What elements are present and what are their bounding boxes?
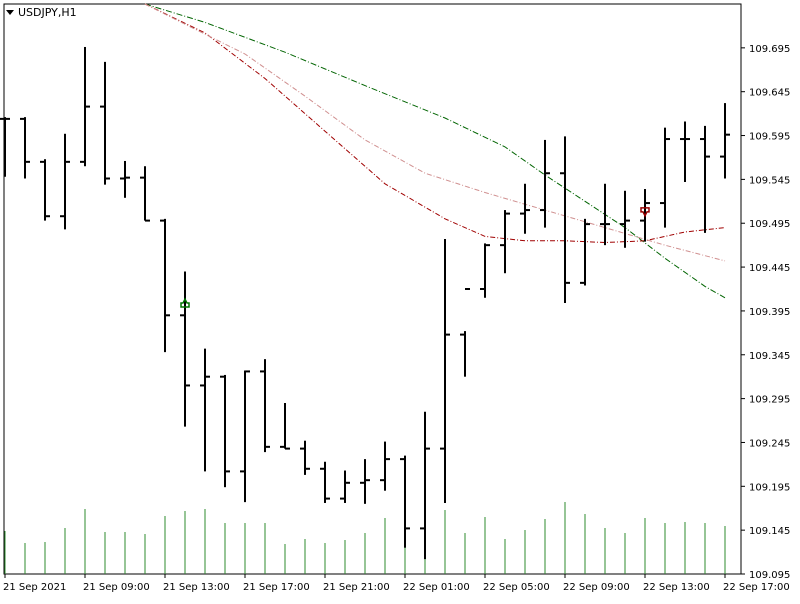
chart-title: USDJPY,H1: [18, 6, 77, 19]
price-tick-label: 109.695: [749, 44, 790, 55]
ohlc-bar: [280, 403, 290, 450]
ohlc-bar: [500, 210, 510, 274]
price-tick-label: 109.095: [749, 570, 790, 581]
ohlc-bar: [300, 440, 310, 475]
plot-frame: [3, 3, 742, 575]
price-tick-label: 109.495: [749, 219, 790, 230]
price-tick-label: 109.295: [749, 395, 790, 406]
ohlc-bars: [0, 46, 730, 560]
ohlc-bar: [100, 61, 110, 185]
price-axis: 109.695 109.645 109.595 109.545 109.495 109.4…: [741, 44, 790, 581]
ma-line-green: [144, 3, 726, 299]
ohlc-bar: [160, 218, 170, 353]
moving-averages: [144, 3, 726, 299]
ohlc-bar: [420, 411, 430, 560]
ohlc-bar: [380, 441, 390, 491]
ohlc-bar: [660, 127, 670, 228]
ohlc-bar: [580, 218, 590, 286]
ohlc-bar: [600, 183, 610, 246]
time-tick-label: 22 Sep 17:00: [723, 582, 790, 593]
symbol-header[interactable]: USDJPY,H1: [6, 6, 77, 19]
time-tick-label: 22 Sep 05:00: [483, 582, 550, 593]
ohlc-bar: [40, 159, 50, 221]
price-tick-label: 109.145: [749, 526, 790, 537]
ohlc-bar: [400, 455, 410, 548]
ohlc-bar: [120, 160, 130, 198]
ohlc-bar: [480, 243, 490, 298]
ohlc-bar: [320, 461, 330, 503]
sell-arrow-icon: [640, 207, 650, 218]
ohlc-bar: [140, 166, 150, 222]
price-tick-label: 109.645: [749, 88, 790, 99]
ohlc-bar: [360, 459, 370, 504]
price-tick-label: 109.595: [749, 132, 790, 143]
price-tick-label: 109.345: [749, 351, 790, 362]
ohlc-bar: [20, 117, 30, 179]
price-tick-label: 109.395: [749, 307, 790, 318]
price-tick-label: 109.245: [749, 438, 790, 449]
time-tick-label: 21 Sep 21:00: [323, 582, 390, 593]
time-tick-label: 21 Sep 17:00: [243, 582, 310, 593]
time-tick-label: 21 Sep 09:00: [83, 582, 150, 593]
ohlc-bar: [720, 103, 730, 179]
ohlc-bar: [520, 183, 530, 234]
time-tick-label: 22 Sep 01:00: [403, 582, 470, 593]
ohlc-bar: [620, 190, 630, 248]
ohlc-bar: [220, 374, 230, 488]
trade-markers: [180, 207, 650, 308]
time-axis: 21 Sep 2021 21 Sep 09:00 21 Sep 13:00 21 Se…: [3, 574, 790, 593]
dropdown-triangle-icon[interactable]: [6, 10, 14, 15]
buy-arrow-icon: [180, 297, 190, 308]
time-tick-label: 21 Sep 2021: [3, 582, 66, 593]
price-tick-label: 109.195: [749, 482, 790, 493]
ohlc-bar: [0, 117, 10, 177]
ohlc-bar: [260, 359, 270, 453]
ohlc-bar: [700, 125, 710, 233]
price-tick-label: 109.445: [749, 263, 790, 274]
ohlc-bar: [560, 136, 570, 304]
time-tick-label: 22 Sep 09:00: [563, 582, 630, 593]
ohlc-bar: [80, 46, 90, 167]
ohlc-bar: [240, 370, 250, 503]
ohlc-bar: [440, 239, 450, 503]
ohlc-bar: [200, 348, 210, 472]
ohlc-bar: [460, 288, 470, 377]
ma-line-darkred: [144, 3, 726, 244]
ohlc-bar: [680, 121, 690, 183]
time-tick-label: 21 Sep 13:00: [163, 582, 230, 593]
ohlc-bar: [60, 133, 70, 230]
ohlc-bar: [180, 271, 190, 427]
ohlc-bar: [540, 139, 550, 228]
time-tick-label: 22 Sep 13:00: [643, 582, 710, 593]
ohlc-bar: [340, 470, 350, 503]
price-tick-label: 109.545: [749, 175, 790, 186]
